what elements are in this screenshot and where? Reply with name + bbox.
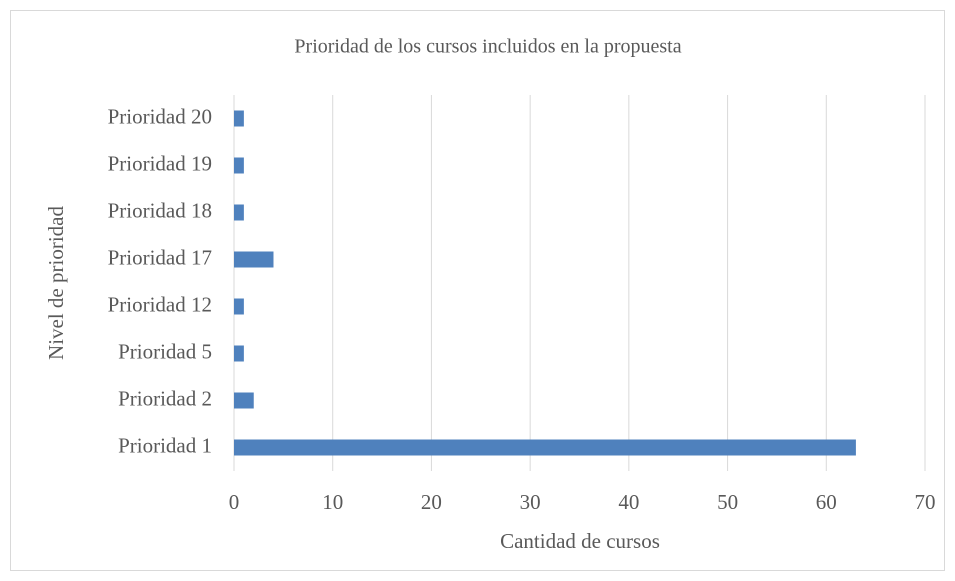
- bar: [234, 204, 244, 221]
- y-tick-label: Prioridad 18: [108, 198, 212, 222]
- y-tick-label: Prioridad 12: [108, 292, 212, 316]
- x-tick-label: 0: [229, 490, 240, 514]
- chart-border: [10, 10, 945, 571]
- y-tick-label: Prioridad 17: [108, 245, 212, 269]
- x-tick-label: 60: [816, 490, 837, 514]
- x-tick-label: 50: [717, 490, 738, 514]
- bar: [234, 439, 856, 456]
- y-tick-label: Prioridad 19: [108, 151, 212, 175]
- x-tick-label: 20: [421, 490, 442, 514]
- y-axis-title: Nivel de prioridad: [44, 206, 68, 360]
- x-tick-label: 40: [618, 490, 639, 514]
- chart-title: Prioridad de los cursos incluidos en la …: [294, 36, 681, 58]
- bar: [234, 251, 274, 268]
- x-tick-label: 10: [322, 490, 343, 514]
- bar: [234, 110, 244, 127]
- x-tick-label: 30: [520, 490, 541, 514]
- y-tick-label: Prioridad 5: [118, 339, 212, 363]
- x-axis-title: Cantidad de cursos: [500, 529, 660, 553]
- bar: [234, 157, 244, 174]
- y-tick-label: Prioridad 1: [118, 433, 212, 457]
- y-tick-label: Prioridad 20: [108, 104, 212, 128]
- bar: [234, 392, 254, 409]
- bar: [234, 345, 244, 362]
- bar: [234, 298, 244, 315]
- x-tick-label: 70: [915, 490, 936, 514]
- y-tick-label: Prioridad 2: [118, 386, 212, 410]
